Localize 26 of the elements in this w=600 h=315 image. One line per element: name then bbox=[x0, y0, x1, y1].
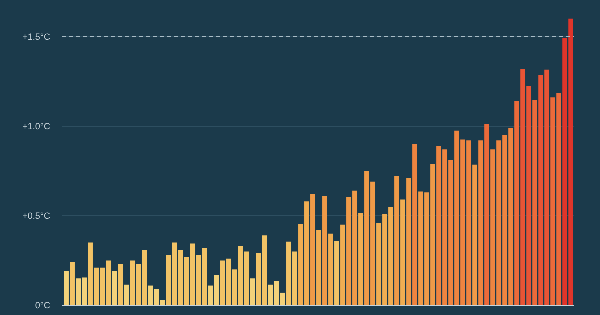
bar bbox=[118, 264, 124, 306]
bar bbox=[70, 262, 75, 306]
bar bbox=[112, 271, 117, 306]
bar bbox=[124, 284, 130, 306]
bar bbox=[532, 100, 538, 306]
y-tick-label: +1.0°C bbox=[22, 121, 51, 132]
bar bbox=[406, 178, 412, 306]
bar bbox=[478, 140, 484, 306]
y-tick-label: +0.5°C bbox=[22, 210, 51, 221]
bar bbox=[316, 230, 322, 306]
bar bbox=[472, 164, 478, 306]
bar bbox=[400, 200, 406, 306]
bar bbox=[310, 194, 316, 306]
y-tick-label: +1.5°C bbox=[22, 32, 51, 42]
bar bbox=[340, 224, 346, 306]
bar bbox=[64, 271, 69, 306]
bar bbox=[358, 213, 364, 306]
bar bbox=[484, 124, 490, 306]
bar bbox=[322, 196, 328, 306]
bar bbox=[250, 278, 256, 306]
bar bbox=[328, 234, 334, 306]
y-tick-label: 0°C bbox=[35, 300, 51, 310]
bar bbox=[334, 241, 340, 306]
bar bbox=[394, 176, 400, 306]
bar bbox=[412, 144, 418, 306]
bar bbox=[514, 101, 520, 306]
